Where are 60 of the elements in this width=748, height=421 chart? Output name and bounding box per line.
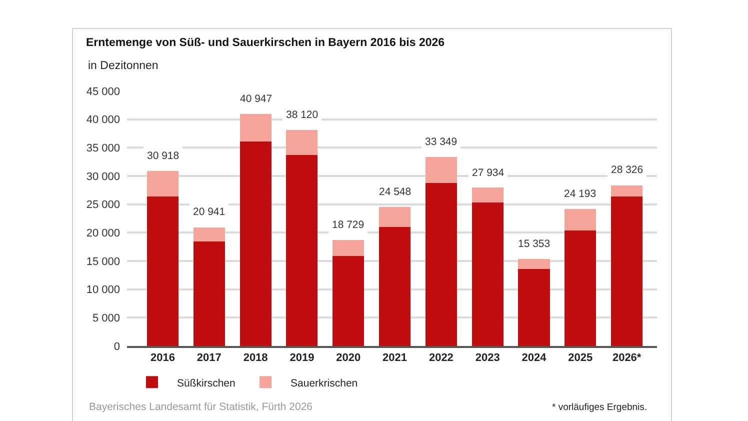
y-tick-label: 45 000 (86, 86, 120, 98)
x-tick-label: 2017 (196, 352, 222, 364)
bar (379, 206, 411, 227)
y-tick-label: 0 (114, 340, 120, 353)
bar (472, 188, 504, 203)
text: Bayerisches Landesamt für Statistik, Fürth 2026 (89, 401, 313, 413)
bar (611, 196, 643, 346)
total-label: 27 934 (472, 167, 504, 179)
chart-title: Erntemenge von Süß- und Sauerkirschen in Bayern 2016 bis 2026 (86, 37, 445, 50)
total-label: 24 548 (379, 186, 412, 198)
bar (240, 114, 272, 142)
bar (332, 256, 364, 346)
bar (286, 130, 318, 156)
text: * vorläufiges Ergebnis. (552, 402, 648, 413)
x-tick-label: 2026* (612, 352, 642, 364)
bar (379, 227, 411, 346)
total-label: 24 193 (564, 188, 596, 200)
bar (425, 157, 457, 183)
total-label: 33 349 (425, 136, 458, 148)
y-tick-label: 25 000 (86, 199, 120, 212)
total-label: 20 941 (193, 206, 226, 218)
x-tick-label: 2025 (568, 352, 593, 364)
bar (193, 227, 225, 242)
y-tick-label: 10 000 (86, 284, 120, 296)
y-tick-label: 15 000 (86, 256, 120, 268)
bar (193, 242, 225, 346)
x-tick-label: 2024 (522, 352, 548, 364)
y-tick-label: 35 000 (86, 142, 120, 155)
bar (611, 185, 643, 196)
x-tick-label: 2018 (243, 352, 268, 364)
bar (564, 208, 596, 230)
legend-label: Sauerkrischen (290, 377, 358, 390)
bar (146, 196, 179, 346)
total-label: 18 729 (332, 219, 364, 231)
y-tick-label: 5 000 (92, 312, 120, 325)
bar (286, 155, 318, 346)
y-tick-label: 20 000 (86, 228, 120, 240)
x-tick-label: 2016 (150, 352, 175, 364)
bar (472, 202, 504, 346)
legend-label: Süßkirschen (177, 377, 236, 390)
bar (240, 141, 272, 346)
x-tick-label: 2023 (475, 352, 500, 364)
x-tick-label: 2022 (428, 352, 454, 364)
total-label: 28 326 (611, 164, 644, 176)
total-label: 40 947 (240, 93, 272, 105)
x-tick-label: 2021 (382, 352, 408, 364)
total-label: 30 918 (147, 150, 180, 162)
bar (518, 259, 550, 269)
bar (425, 182, 457, 346)
bar (146, 170, 179, 196)
y-tick-label: 30 000 (86, 170, 120, 183)
total-label: 38 120 (286, 109, 318, 121)
chart-subtitle: in Dezitonnen (88, 60, 158, 72)
x-tick-label: 2020 (336, 352, 361, 364)
bar (564, 230, 596, 346)
bar (332, 240, 364, 256)
x-tick-label: 2019 (290, 352, 314, 364)
bar (518, 268, 550, 346)
total-label: 15 353 (518, 238, 550, 250)
y-tick-label: 40 000 (86, 114, 120, 126)
